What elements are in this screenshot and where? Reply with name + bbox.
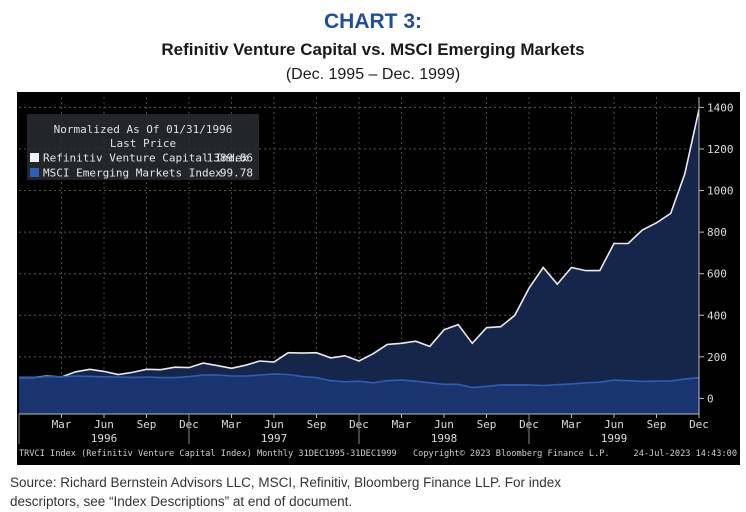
y-tick-label: 200: [707, 351, 727, 364]
footer-copyright: Copyright© 2023 Bloomberg Finance L.P.: [413, 449, 610, 459]
vc-area: [19, 109, 699, 414]
x-tick-label: Dec: [689, 418, 709, 431]
y-tick-label: 0: [707, 392, 714, 405]
y-tick-label: 600: [707, 268, 727, 281]
footer-timestamp: 24-Jul-2023 14:43:00: [634, 449, 737, 459]
x-tick-label: Mar: [222, 418, 242, 431]
em-series-line: [19, 373, 700, 389]
x-tick-label: Mar: [392, 418, 412, 431]
chart-panel: 0 200 400 600 800 1000 1200 1400 Mar Jun Sep Dec Mar…: [17, 92, 740, 465]
footer-index-label: TRVCI Index (Refinitiv Venture Capital I…: [19, 449, 397, 459]
chart-number: CHART 3:: [324, 10, 422, 33]
legend-value-em: 99.78: [220, 167, 253, 180]
x-tick-label: Sep: [307, 418, 327, 431]
x-tick-label: Jun: [264, 418, 284, 431]
chart-subtitle: (Dec. 1995 – Dec. 1999): [285, 66, 461, 83]
legend-subheading: Last Price: [110, 137, 176, 150]
em-area: [19, 373, 699, 414]
legend-swatch-em: [30, 168, 39, 177]
y-tick-label: 1400: [707, 101, 734, 114]
x-year-label: 1998: [431, 432, 458, 445]
y-tick-label: 1000: [707, 185, 734, 198]
vc-series-line: [19, 109, 700, 379]
legend-box: [27, 114, 259, 180]
x-year-label: 1997: [261, 432, 288, 445]
x-tick-label: Jun: [94, 418, 114, 431]
x-tick-label: Sep: [137, 418, 157, 431]
y-tick-label: 1200: [707, 143, 734, 156]
y-tick-label: 400: [707, 309, 727, 322]
chart-svg: 0 200 400 600 800 1000 1200 1400 Mar Jun Sep Dec Mar…: [18, 97, 737, 459]
legend-heading: Normalized As Of 01/31/1996: [54, 123, 233, 136]
legend-label-vc: Refinitiv Venture Capital Index: [43, 152, 249, 165]
y-tick-label: 800: [707, 226, 727, 239]
x-year-label: 1999: [601, 432, 628, 445]
legend-label-em: MSCI Emerging Markets Index: [43, 167, 222, 180]
x-tick-label: Mar: [52, 418, 72, 431]
x-year-label: 1996: [91, 432, 118, 445]
x-tick-label: Mar: [562, 418, 582, 431]
chart-title: Refinitiv Venture Capital vs. MSCI Emerg…: [161, 40, 585, 59]
source-note: Source: Richard Bernstein Advisors LLC, …: [10, 475, 562, 509]
x-tick-label: Sep: [477, 418, 497, 431]
legend-value-vc: 1389.86: [207, 152, 253, 165]
x-tick-label: Sep: [647, 418, 667, 431]
x-tick-label: Jun: [604, 418, 624, 431]
x-tick-label: Jun: [434, 418, 454, 431]
legend-swatch-vc: [30, 153, 39, 162]
